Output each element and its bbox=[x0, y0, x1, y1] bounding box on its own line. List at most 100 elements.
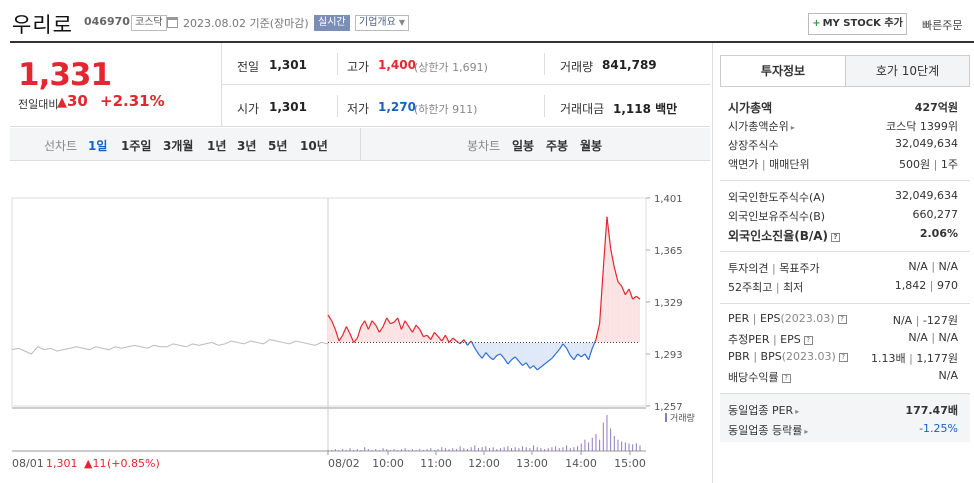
price-segment bbox=[338, 334, 344, 342]
chart-lines bbox=[11, 216, 641, 371]
tab-daily-candle[interactable]: 일봉 bbox=[512, 139, 535, 153]
industry-per-link[interactable]: 동일업종 PER ▸ bbox=[728, 402, 799, 418]
52week-low-val: 970 bbox=[937, 279, 958, 292]
help-icon[interactable]: ? bbox=[803, 336, 813, 345]
price-segment bbox=[613, 267, 619, 282]
area-segment bbox=[533, 342, 538, 370]
price-segment bbox=[382, 317, 388, 327]
price-segment bbox=[474, 347, 480, 355]
area-segment bbox=[408, 326, 413, 343]
up-triangle-icon: ▲ bbox=[57, 95, 67, 110]
help-icon[interactable]: ? bbox=[831, 233, 841, 242]
industry-per-value: 177.47배 bbox=[905, 404, 958, 417]
my-stock-add-button[interactable]: + MY STOCK 추가 bbox=[808, 13, 907, 35]
price-divider bbox=[221, 43, 222, 127]
price-segment bbox=[525, 362, 531, 369]
tab-weekly-candle[interactable]: 주봉 bbox=[546, 139, 569, 153]
price-segment bbox=[569, 355, 575, 361]
help-icon[interactable]: ? bbox=[837, 315, 847, 324]
price-segment bbox=[547, 357, 553, 362]
price-segment bbox=[577, 353, 582, 358]
foreign-hold-label: 외국인보유주식수(B) bbox=[728, 210, 826, 223]
prev-day-percent: (+0.85%) bbox=[107, 457, 160, 470]
current-price: 1,331 bbox=[18, 57, 112, 93]
x-tick-label: 15:00 bbox=[614, 457, 646, 470]
area-segment bbox=[331, 320, 336, 343]
tab-order-book-10[interactable]: 호가 10단계 bbox=[845, 56, 969, 86]
quick-order-link[interactable]: 빠른주문 bbox=[922, 19, 963, 32]
industry-change-link[interactable]: 동일업종 등락률 ▸ bbox=[728, 422, 808, 438]
foreign-ratio-text: 외국인소진율(B/A) bbox=[728, 229, 829, 243]
price-segment bbox=[360, 320, 366, 327]
pbr-val: 1.13배 bbox=[871, 352, 906, 365]
price-segment bbox=[485, 352, 490, 358]
market-badge: 코스닥 bbox=[131, 15, 167, 31]
tab-3year[interactable]: 3년 bbox=[237, 139, 257, 153]
market-cap-value: 427억원 bbox=[914, 101, 958, 114]
par-label: 액면가 bbox=[728, 158, 759, 171]
market-cap-rank-link[interactable]: 시가총액순위 ▸ bbox=[728, 118, 795, 134]
area-segment bbox=[397, 317, 402, 343]
price-segment bbox=[624, 288, 630, 296]
52week-value: 1,842 | 970 bbox=[894, 279, 958, 292]
area-segment bbox=[346, 326, 351, 343]
price-segment bbox=[459, 342, 462, 345]
y-tick-label: 1,293 bbox=[654, 350, 683, 361]
area-segment bbox=[577, 342, 582, 357]
volume-label: 거래량 bbox=[560, 60, 594, 74]
volume-value: 841,789 bbox=[602, 58, 657, 72]
x-tick-label: 12:00 bbox=[468, 457, 500, 470]
tab-1week[interactable]: 1주일 bbox=[121, 139, 152, 153]
help-icon[interactable]: ? bbox=[838, 353, 848, 362]
tab-1year[interactable]: 1년 bbox=[207, 139, 227, 153]
calendar-icon bbox=[167, 17, 178, 28]
price-segment bbox=[478, 353, 483, 359]
price-segment bbox=[481, 352, 487, 359]
price-segment bbox=[423, 334, 428, 338]
per-text: PER bbox=[728, 312, 750, 325]
area-segment bbox=[548, 342, 552, 362]
compare-label: 전일대비 bbox=[18, 98, 59, 111]
chevron-right-icon: ▸ bbox=[804, 427, 809, 436]
tab-monthly-candle[interactable]: 월봉 bbox=[580, 139, 603, 153]
company-overview-dropdown[interactable]: 기업개요 ▼ bbox=[355, 15, 409, 31]
stock-code: 046970 bbox=[84, 15, 130, 28]
price-segment bbox=[588, 348, 593, 360]
volume-bars bbox=[15, 415, 641, 451]
cell-divider bbox=[337, 95, 338, 117]
prev-day-line bbox=[11, 339, 329, 355]
price-segment bbox=[426, 334, 432, 340]
help-icon[interactable]: ? bbox=[781, 374, 791, 383]
opinion-value: N/A | N/A bbox=[908, 260, 958, 273]
price-segment bbox=[411, 324, 417, 333]
per-eps-value: N/A | -127원 bbox=[892, 314, 958, 327]
price-chart[interactable]: 1,401 1,365 1,329 1,293 1,257 거래량 08/02 10:00 11… bbox=[10, 162, 710, 483]
price-segment bbox=[448, 337, 454, 343]
price-panel: 1,331 전일대비 ▲30 +2.31% 전일 1,301 시가 1,301 … bbox=[10, 43, 710, 127]
tab-3month[interactable]: 3개월 bbox=[163, 139, 194, 153]
tab-divider bbox=[360, 128, 361, 161]
section-divider bbox=[720, 180, 970, 181]
price-segment bbox=[496, 353, 501, 357]
chart-tab-bar: 선차트 1일 1주일 3개월 1년 3년 5년 10년 봉차트 일봉 주봉 월봉 bbox=[10, 128, 710, 161]
info-row: PER | EPS(2023.03)? N/A | -127원 bbox=[728, 312, 958, 329]
info-row: 배당수익률? N/A bbox=[728, 369, 958, 386]
investment-info-panel: 투자정보 호가 10단계 시가총액 427억원 시가총액순위 ▸ 코스닥 1399… bbox=[712, 43, 974, 483]
trade-unit-label: 매매단위 bbox=[769, 158, 810, 171]
tab-5year[interactable]: 5년 bbox=[268, 139, 288, 153]
area-segment bbox=[419, 329, 424, 343]
market-cap-rank-value: 코스닥 1399위 bbox=[886, 120, 958, 133]
compare-change: ▲30 bbox=[57, 92, 88, 110]
price-segment bbox=[606, 216, 612, 249]
tab-1day[interactable]: 1일 bbox=[88, 139, 108, 153]
volume-legend-swatch bbox=[665, 413, 667, 422]
realtime-button[interactable]: 실시간 bbox=[314, 15, 350, 31]
price-segment bbox=[437, 336, 443, 342]
low-label: 저가 bbox=[347, 102, 370, 116]
foreign-ratio-value: 2.06% bbox=[919, 227, 958, 240]
bps-text: BPS bbox=[760, 350, 782, 363]
tab-10year[interactable]: 10년 bbox=[300, 139, 328, 153]
tab-investment-info[interactable]: 투자정보 bbox=[721, 56, 845, 86]
panel-divider bbox=[712, 43, 713, 483]
target-price-text: 목표주가 bbox=[779, 262, 820, 275]
